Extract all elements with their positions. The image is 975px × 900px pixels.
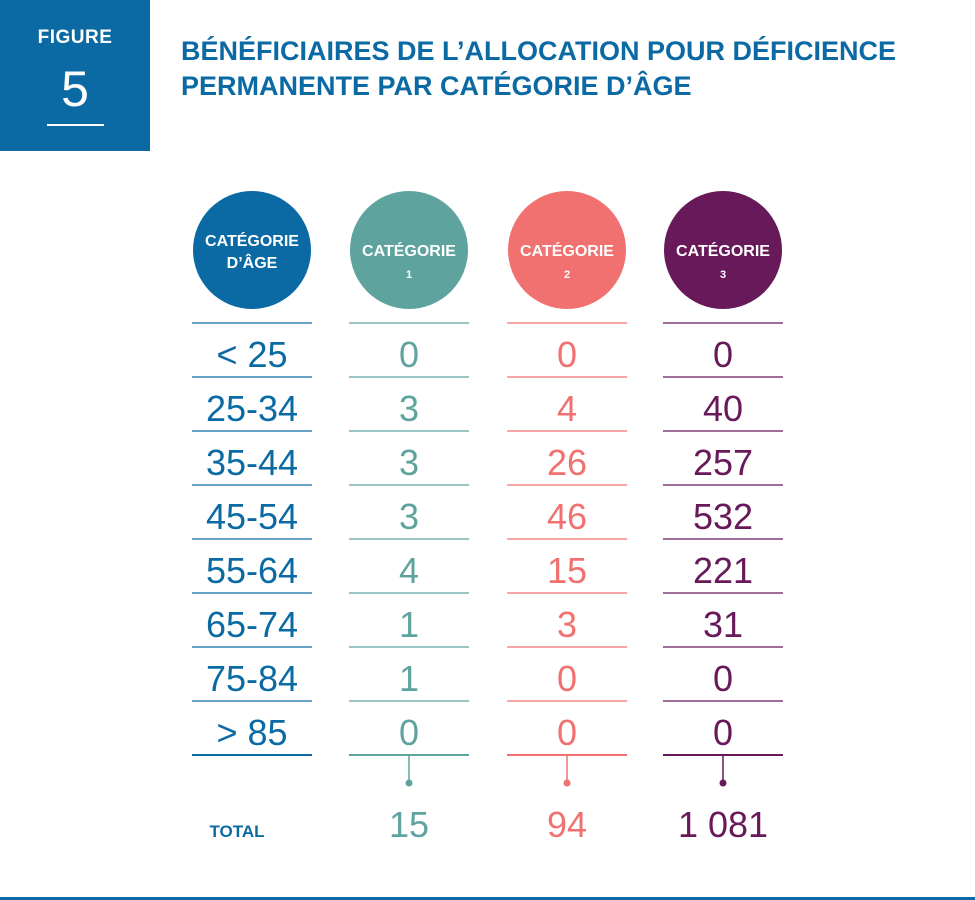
cell-value-cat3: 532 (693, 496, 753, 537)
total-value-cat3: 1 081 (678, 804, 768, 845)
cell-value-cat1: 1 (399, 658, 419, 699)
age-group-label: 35-44 (206, 442, 298, 483)
total-value-cat2: 94 (547, 804, 587, 845)
total-connector-dot-cat2 (563, 779, 571, 787)
age-group-label: 65-74 (206, 604, 298, 645)
header-circle-cat1 (350, 191, 468, 309)
cell-value-cat1: 1 (399, 604, 419, 645)
total-connector-dot-cat3 (719, 779, 727, 787)
header-label-age: CATÉGORIE (205, 231, 299, 250)
figure-number: 5 (61, 61, 89, 117)
figure-badge: FIGURE 5 (0, 0, 150, 151)
age-group-label: < 25 (216, 334, 287, 375)
chart-title: BÉNÉFICIAIRES DE L’ALLOCATION POUR DÉFIC… (181, 36, 897, 101)
age-group-label: > 85 (216, 712, 287, 753)
cell-value-cat2: 3 (557, 604, 577, 645)
cell-value-cat1: 3 (399, 496, 419, 537)
cell-value-cat3: 31 (703, 604, 743, 645)
cell-value-cat1: 3 (399, 388, 419, 429)
cell-value-cat3: 40 (703, 388, 743, 429)
cell-value-cat3: 0 (713, 334, 733, 375)
age-group-label: 25-34 (206, 388, 298, 429)
cell-value-cat2: 4 (557, 388, 577, 429)
cell-value-cat1: 0 (399, 712, 419, 753)
cell-value-cat2: 46 (547, 496, 587, 537)
total-value-cat1: 15 (389, 804, 429, 845)
cell-value-cat3: 257 (693, 442, 753, 483)
header-sublabel-cat1: 1 (406, 269, 412, 281)
cell-value-cat2: 0 (557, 712, 577, 753)
header-label-cat3: CATÉGORIE (676, 241, 770, 260)
cell-value-cat3: 221 (693, 550, 753, 591)
cell-value-cat2: 26 (547, 442, 587, 483)
cell-value-cat1: 3 (399, 442, 419, 483)
total-connector-dot-cat1 (405, 779, 413, 787)
cell-value-cat1: 4 (399, 550, 419, 591)
cell-value-cat2: 0 (557, 658, 577, 699)
age-group-label: 45-54 (206, 496, 298, 537)
cell-value-cat2: 15 (547, 550, 587, 591)
header-label-cat1: CATÉGORIE (362, 241, 456, 260)
header-label-cat2: CATÉGORIE (520, 241, 614, 260)
age-group-label: 75-84 (206, 658, 298, 699)
figure-underline (47, 124, 104, 126)
header-sublabel-cat3: 3 (720, 269, 726, 281)
header-sublabel-cat2: 2 (564, 269, 570, 281)
figure-label: FIGURE (37, 27, 113, 48)
age-group-label: 55-64 (206, 550, 298, 591)
header-circle-cat3 (664, 191, 782, 309)
cell-value-cat1: 0 (399, 334, 419, 375)
cell-value-cat3: 0 (713, 658, 733, 699)
bottom-rule (0, 897, 975, 900)
header-sublabel-age: D’ÂGE (227, 253, 278, 272)
header-circle-age (193, 191, 311, 309)
header-circle-cat2 (508, 191, 626, 309)
total-label: TOTAL (209, 822, 264, 841)
cell-value-cat2: 0 (557, 334, 577, 375)
cell-value-cat3: 0 (713, 712, 733, 753)
